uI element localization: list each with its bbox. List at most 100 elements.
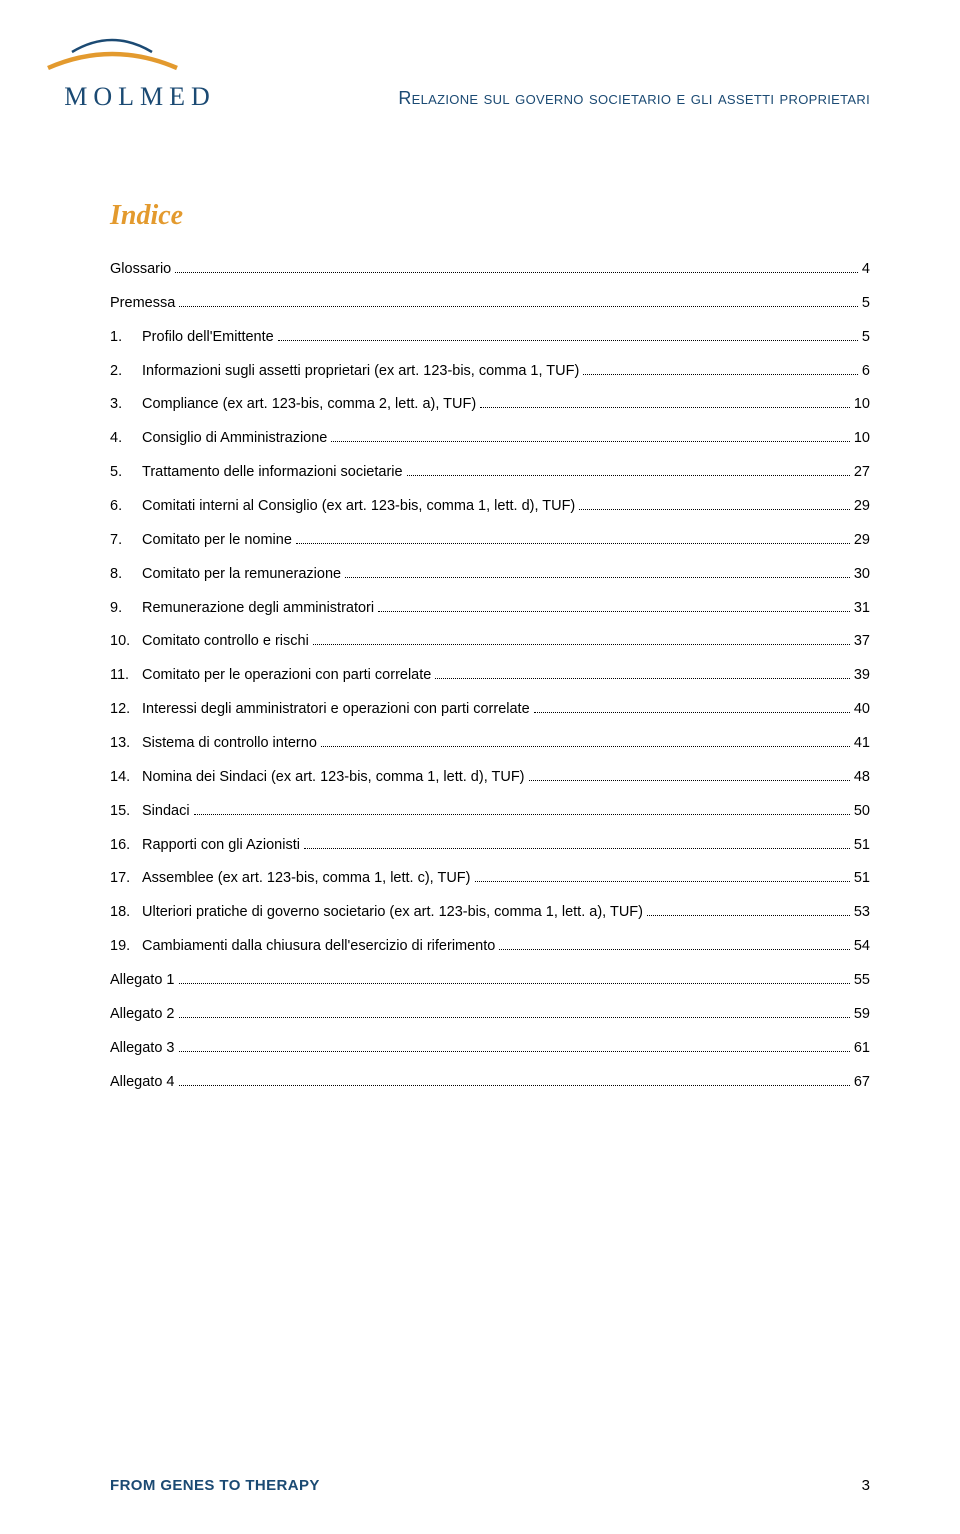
toc-leader-dots [179, 983, 850, 984]
toc-leader-dots [304, 848, 850, 849]
toc-entry-label: Allegato 3 [110, 1039, 175, 1059]
toc-entry: Premessa 5 [110, 294, 870, 314]
toc-entry: 7.Comitato per le nomine29 [110, 531, 870, 551]
toc-entry: 3.Compliance (ex art. 123-bis, comma 2, … [110, 395, 870, 415]
toc-entry-label: Profilo dell'Emittente [142, 328, 274, 348]
toc-entry: 15.Sindaci 50 [110, 802, 870, 822]
toc-entry-page: 51 [854, 836, 870, 856]
toc-entry-number: 17. [110, 869, 142, 889]
toc-entry-label: Nomina dei Sindaci (ex art. 123-bis, com… [142, 768, 525, 788]
toc-entry: 11.Comitato per le operazioni con parti … [110, 666, 870, 686]
toc-entry-number: 2. [110, 362, 142, 382]
toc-entry: Allegato 155 [110, 971, 870, 991]
toc-entry-page: 6 [862, 362, 870, 382]
toc-entry-label: Allegato 2 [110, 1005, 175, 1025]
toc-leader-dots [345, 577, 850, 578]
toc-entry-page: 29 [854, 531, 870, 551]
toc-entry: 16.Rapporti con gli Azionisti 51 [110, 836, 870, 856]
toc-entry-label: Interessi degli amministratori e operazi… [142, 700, 530, 720]
toc-entry: 10.Comitato controllo e rischi37 [110, 632, 870, 652]
content-region: Indice Glossario 4 Premessa 5 1.Profilo dell… [110, 200, 870, 1092]
toc-leader-dots [175, 272, 858, 273]
toc-entry: 6.Comitati interni al Consiglio (ex art.… [110, 497, 870, 517]
table-of-contents: Glossario 4 Premessa 5 1.Profilo dell'Emitte… [110, 260, 870, 1092]
toc-leader-dots [296, 543, 850, 544]
page-footer: FROM GENES TO THERAPY 3 [110, 1477, 870, 1494]
document-page: MOLMED Relazione sul governo societario … [0, 0, 960, 1534]
toc-entry: Allegato 467 [110, 1073, 870, 1093]
toc-leader-dots [179, 1017, 850, 1018]
toc-entry-label: Comitati interni al Consiglio (ex art. 1… [142, 497, 575, 517]
toc-entry-number: 3. [110, 395, 142, 415]
toc-entry-label: Consiglio di Amministrazione [142, 429, 327, 449]
toc-entry: 2.Informazioni sugli assetti proprietari… [110, 362, 870, 382]
toc-entry: Allegato 2 59 [110, 1005, 870, 1025]
toc-entry-page: 54 [854, 937, 870, 957]
toc-leader-dots [278, 340, 858, 341]
toc-entry-page: 51 [854, 869, 870, 889]
toc-entry: 8.Comitato per la remunerazione30 [110, 565, 870, 585]
toc-leader-dots [321, 746, 850, 747]
toc-entry-page: 50 [854, 802, 870, 822]
toc-heading: Indice [110, 200, 870, 232]
toc-entry-label: Informazioni sugli assetti proprietari (… [142, 362, 579, 382]
toc-leader-dots [407, 475, 850, 476]
toc-entry-label: Premessa [110, 294, 175, 314]
toc-entry-number: 14. [110, 768, 142, 788]
toc-entry-page: 61 [854, 1039, 870, 1059]
toc-entry-label: Comitato per le operazioni con parti cor… [142, 666, 431, 686]
toc-entry: 19.Cambiamenti dalla chiusura dell'eserc… [110, 937, 870, 957]
toc-entry-number: 6. [110, 497, 142, 517]
toc-entry-number: 5. [110, 463, 142, 483]
toc-entry-label: Ulteriori pratiche di governo societario… [142, 903, 643, 923]
toc-entry: 4.Consiglio di Amministrazione10 [110, 429, 870, 449]
toc-leader-dots [475, 881, 850, 882]
toc-entry: 14.Nomina dei Sindaci (ex art. 123-bis, … [110, 768, 870, 788]
toc-leader-dots [499, 949, 850, 950]
toc-entry-page: 59 [854, 1005, 870, 1025]
toc-entry-label: Assemblee (ex art. 123-bis, comma 1, let… [142, 869, 471, 889]
toc-leader-dots [480, 407, 850, 408]
toc-leader-dots [579, 509, 850, 510]
toc-leader-dots [331, 441, 850, 442]
toc-leader-dots [534, 712, 850, 713]
toc-leader-dots [179, 306, 858, 307]
toc-entry-page: 4 [862, 260, 870, 280]
toc-entry-page: 30 [854, 565, 870, 585]
toc-entry-number: 15. [110, 802, 142, 822]
toc-entry-number: 9. [110, 599, 142, 619]
toc-leader-dots [583, 374, 858, 375]
toc-entry-page: 37 [854, 632, 870, 652]
toc-entry-label: Allegato 4 [110, 1073, 175, 1093]
toc-entry-page: 39 [854, 666, 870, 686]
toc-leader-dots [179, 1085, 850, 1086]
toc-leader-dots [529, 780, 850, 781]
toc-entry: 13.Sistema di controllo interno41 [110, 734, 870, 754]
toc-entry-page: 40 [854, 700, 870, 720]
toc-entry-page: 29 [854, 497, 870, 517]
toc-entry: Allegato 3 61 [110, 1039, 870, 1059]
toc-entry-number: 13. [110, 734, 142, 754]
toc-entry: 18.Ulteriori pratiche di governo societa… [110, 903, 870, 923]
toc-entry-label: Sistema di controllo interno [142, 734, 317, 754]
toc-entry-page: 27 [854, 463, 870, 483]
toc-entry-label: Trattamento delle informazioni societari… [142, 463, 403, 483]
toc-entry-label: Allegato 1 [110, 971, 175, 991]
toc-entry-label: Sindaci [142, 802, 190, 822]
logo-text: MOLMED [40, 82, 240, 112]
toc-entry-number: 8. [110, 565, 142, 585]
toc-entry-page: 5 [862, 294, 870, 314]
toc-entry: 1.Profilo dell'Emittente5 [110, 328, 870, 348]
toc-entry-number: 16. [110, 836, 142, 856]
toc-leader-dots [313, 644, 850, 645]
toc-leader-dots [194, 814, 850, 815]
toc-entry-label: Glossario [110, 260, 171, 280]
toc-entry-label: Cambiamenti dalla chiusura dell'esercizi… [142, 937, 495, 957]
toc-entry-label: Rapporti con gli Azionisti [142, 836, 300, 856]
toc-entry-page: 31 [854, 599, 870, 619]
toc-entry-number: 4. [110, 429, 142, 449]
toc-entry-label: Compliance (ex art. 123-bis, comma 2, le… [142, 395, 476, 415]
toc-entry-page: 10 [854, 395, 870, 415]
toc-entry-label: Comitato controllo e rischi [142, 632, 309, 652]
page-header-title: Relazione sul governo societario e gli a… [270, 88, 870, 109]
